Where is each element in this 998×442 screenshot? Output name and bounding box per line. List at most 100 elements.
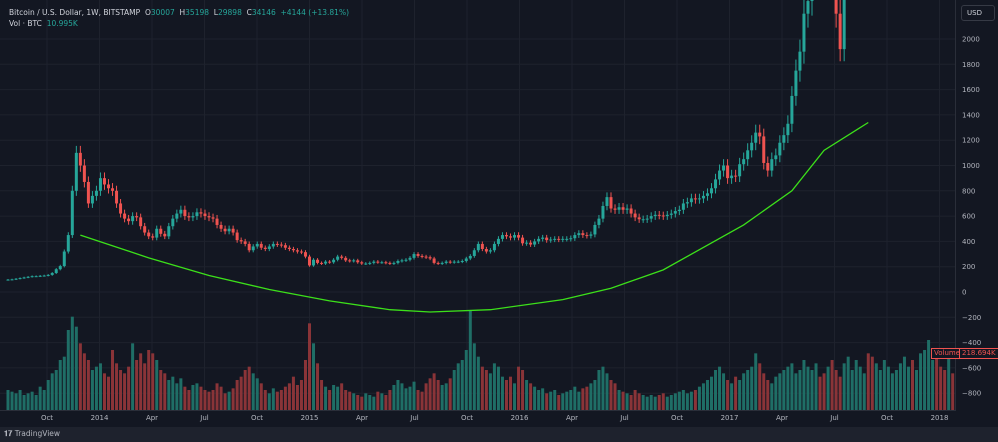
volume-bar — [167, 380, 171, 410]
volume-bar — [6, 390, 10, 410]
volume-bar — [340, 383, 344, 410]
volume-bar — [842, 363, 846, 410]
candle-body — [480, 243, 484, 249]
candle-body — [171, 218, 175, 227]
volume-bar — [496, 366, 500, 410]
volume-bar — [770, 383, 774, 410]
volume-bar — [368, 395, 372, 410]
time-tick-label: Apr — [356, 414, 368, 422]
candle-body — [484, 248, 488, 252]
candle-body — [742, 159, 746, 165]
volume-bar — [147, 350, 151, 410]
candle-body — [231, 228, 235, 233]
volume-bar — [609, 380, 613, 410]
chart-legend: Bitcoin / U.S. Dollar, 1W, BITSTAMP O300… — [9, 7, 349, 29]
candle-body — [609, 197, 613, 209]
volume-bar — [537, 390, 541, 410]
volume-bar — [187, 390, 191, 410]
volume-bar — [219, 386, 223, 410]
volume-bar — [432, 373, 436, 410]
volume-bar — [66, 330, 70, 410]
low-value: 29898 — [217, 8, 242, 17]
candle-body — [509, 236, 512, 238]
volume-bar — [82, 353, 86, 410]
candle-body — [573, 235, 577, 239]
volume-bar — [569, 390, 573, 410]
candle-body — [468, 255, 472, 259]
volume-tag-value: 218.694K — [959, 348, 998, 359]
candle-body — [665, 214, 669, 217]
candle-body — [303, 252, 307, 257]
volume-bar — [344, 390, 348, 410]
low-label: L — [213, 8, 218, 17]
volume-bar — [750, 366, 754, 410]
volume-bar — [203, 390, 207, 410]
candle-body — [718, 170, 722, 180]
tradingview-logo[interactable]: 𝟏𝟕 TradingView — [4, 429, 61, 438]
volume-bar — [207, 391, 211, 410]
volume-bar — [464, 350, 468, 410]
candle-body — [689, 198, 693, 203]
candle-body — [585, 235, 589, 237]
volume-bar — [509, 376, 512, 410]
volume-bar — [653, 396, 657, 410]
volume-bar — [533, 386, 537, 410]
volume-bar — [521, 370, 525, 410]
volume-bar — [436, 380, 440, 410]
price-chart[interactable]: −800 −600 −400 −200 0 200 400 600 800 1000 1200 140… — [0, 0, 998, 427]
volume-bar — [710, 376, 713, 410]
candle-body — [396, 261, 400, 263]
volume-value: 10.995K — [46, 19, 78, 28]
price-tick-label: 1200 — [962, 137, 980, 145]
volume-bar — [392, 385, 396, 410]
candle-body — [380, 262, 384, 264]
volume-bar — [778, 373, 782, 410]
volume-bar — [34, 395, 38, 410]
candle-body — [714, 179, 718, 189]
volume-bar — [235, 380, 239, 410]
volume-bar — [199, 386, 203, 410]
candle-body — [810, 0, 814, 2]
currency-button[interactable]: USD — [961, 5, 995, 21]
volume-bar — [818, 376, 822, 410]
time-tick-label: 2018 — [931, 414, 949, 422]
candle-body — [42, 275, 46, 277]
candle-body — [175, 213, 179, 219]
candle-body — [368, 262, 372, 264]
candle-body — [299, 251, 303, 253]
volume-bar — [151, 353, 155, 410]
volume-bar — [625, 393, 629, 410]
volume-bar — [191, 385, 195, 410]
candle-body — [420, 255, 424, 257]
volume-bar — [947, 353, 951, 410]
volume-bar — [404, 388, 408, 410]
volume-bar — [685, 393, 689, 410]
candle-body — [553, 238, 557, 240]
candle-body — [597, 218, 601, 225]
volume-bar — [163, 373, 167, 410]
candle-body — [115, 190, 119, 204]
open-value: 30007 — [150, 8, 175, 17]
candle-body — [90, 195, 94, 204]
volume-bar — [927, 340, 931, 410]
volume-bar — [247, 366, 251, 410]
volume-bar — [565, 391, 569, 410]
volume-bar — [227, 391, 231, 410]
volume-bar — [372, 396, 376, 410]
volume-bar — [211, 390, 215, 410]
candle-body — [18, 278, 22, 280]
candle-body — [581, 233, 585, 236]
candle-body — [621, 207, 625, 210]
candle-body — [637, 217, 641, 220]
candle-body — [472, 250, 476, 256]
candle-body — [460, 261, 464, 263]
price-tick-label: 1000 — [962, 162, 980, 170]
candle-body — [561, 238, 565, 240]
candle-body — [834, 0, 838, 14]
candle-body — [143, 226, 147, 233]
volume-bar — [513, 383, 517, 410]
volume-bar — [98, 363, 102, 410]
close-label: C — [246, 8, 252, 17]
volume-bar — [798, 370, 802, 410]
volume-bar — [830, 360, 834, 410]
